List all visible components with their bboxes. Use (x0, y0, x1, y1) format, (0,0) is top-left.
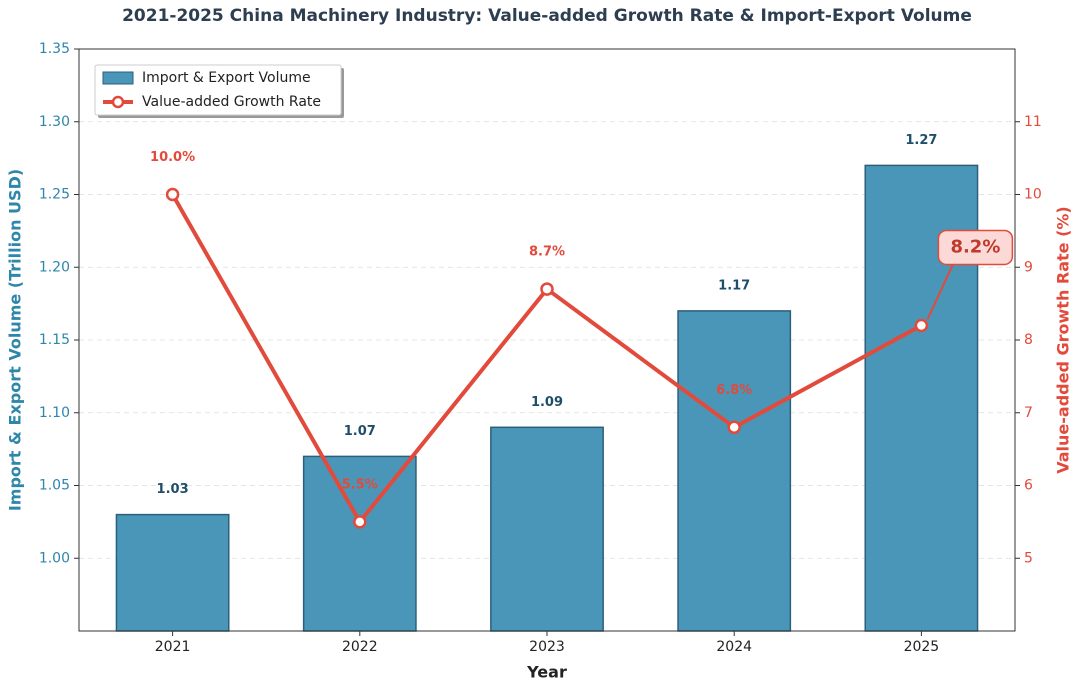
x-tick-label: 2022 (342, 639, 378, 655)
y-tick-label: 1.25 (39, 187, 70, 203)
y2-tick-label: 10 (1024, 187, 1042, 203)
legend: Import & Export Volume Value-added Growth… (94, 64, 342, 116)
bar (302, 455, 417, 632)
bar-value-label: 1.27 (905, 133, 937, 148)
x-tick-label: 2024 (716, 639, 752, 655)
y-tick-label: 1.05 (39, 478, 70, 494)
y-axis-label: Import & Export Volume (Trillion USD) (6, 169, 25, 511)
y2-tick-label: 8 (1024, 332, 1033, 348)
line-point (914, 318, 929, 333)
y-tick-label: 1.35 (39, 41, 70, 57)
y-tick-label: 1.20 (39, 259, 70, 275)
legend-box (94, 64, 342, 116)
bar (115, 513, 230, 632)
y2-axis-label: Value-added Growth Rate (%) (1054, 206, 1073, 474)
line-point (540, 282, 554, 296)
y2-tick-label: 9 (1024, 259, 1033, 275)
bar-value-label: 1.07 (344, 424, 376, 439)
bar-value-label: 1.17 (718, 278, 750, 293)
x-tick-label: 2023 (529, 639, 565, 655)
plot-frame (78, 48, 1016, 632)
annotation-arrow (926, 263, 955, 320)
bar (490, 426, 604, 632)
y2-tick-label: 7 (1024, 405, 1033, 421)
legend-marker (111, 95, 125, 109)
bar-value-label: 1.03 (157, 482, 189, 497)
line-point (165, 187, 180, 202)
x-axis-label: Year (526, 663, 567, 682)
line-value-label: 5.5% (342, 477, 378, 492)
y2-tick-label: 5 (1024, 550, 1033, 566)
line-point (727, 420, 741, 435)
y2-tick-label: 11 (1024, 114, 1042, 130)
line-value-label: 6.8% (716, 383, 752, 398)
y-tick-label: 1.15 (39, 332, 70, 348)
legend-swatch (102, 71, 134, 85)
y2-tick-label: 6 (1024, 478, 1033, 494)
bar-value-label: 1.09 (531, 395, 563, 410)
bar (677, 310, 792, 632)
line-value-label: 8.7% (529, 245, 565, 260)
legend-label: Value-added Growth Rate (142, 94, 321, 110)
line-value-label: 10.0% (150, 150, 195, 165)
legend-label: Import & Export Volume (142, 70, 311, 86)
x-tick-label: 2021 (155, 639, 191, 655)
annotation-label: 8.2% (950, 236, 1000, 257)
y-tick-label: 1.10 (39, 405, 70, 421)
x-tick-label: 2025 (904, 639, 940, 655)
chart-title: 2021-2025 China Machinery Industry: Valu… (122, 6, 972, 26)
y-tick-label: 1.30 (39, 114, 70, 130)
y-tick-label: 1.00 (39, 550, 70, 566)
line-point (353, 515, 367, 529)
annotation-box (937, 229, 1014, 266)
